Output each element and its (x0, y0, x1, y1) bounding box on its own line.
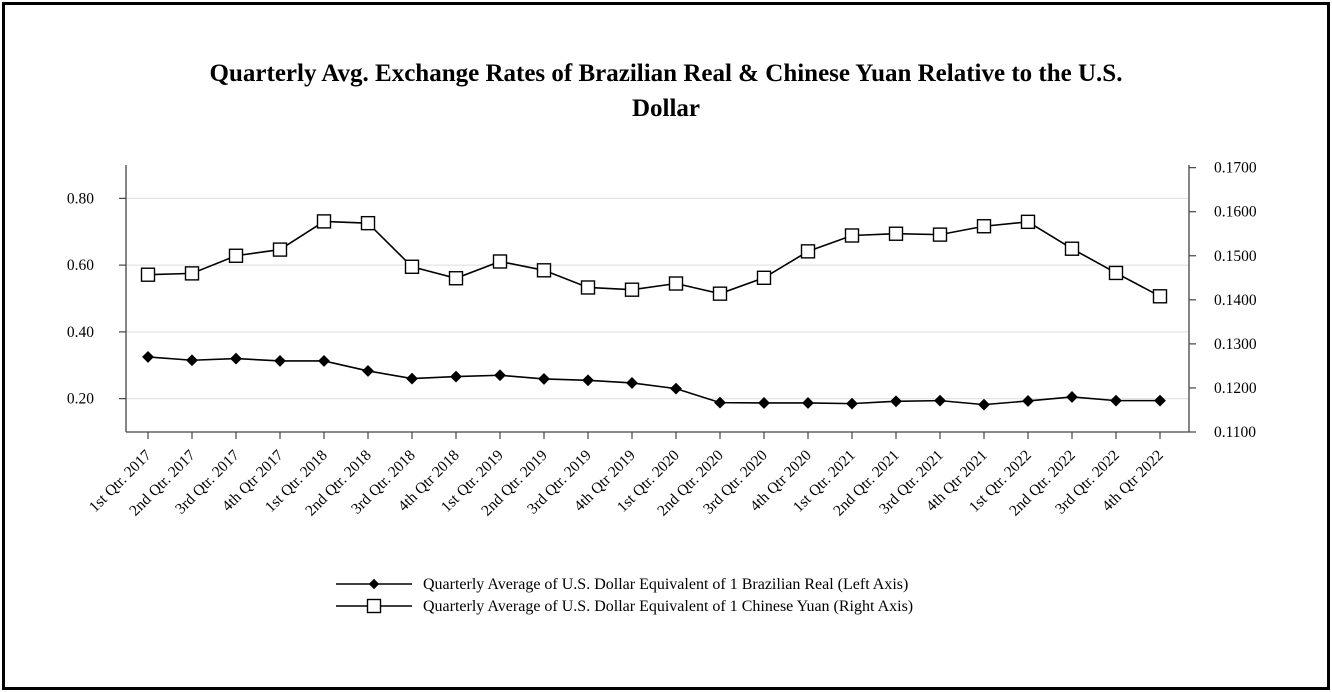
right-axis-tick-label: 0.1600 (1214, 204, 1257, 221)
chart-title-line-2: Dollar (631, 95, 701, 122)
chinese-yuan-line (147, 220, 1161, 298)
brazilian-real-line (147, 356, 1160, 406)
right-axis-tick-label: 0.1700 (1214, 160, 1257, 177)
brazilian-real-point (1110, 394, 1122, 407)
brazilian-real-point (450, 370, 462, 383)
brazilian-real-point (538, 373, 550, 385)
brazilian-real-point (230, 352, 242, 365)
brazilian-real-point (582, 374, 594, 387)
brazilian-real-point (758, 397, 770, 409)
chinese-yuan-point (448, 271, 464, 286)
chinese-yuan-point (756, 270, 772, 285)
brazilian-real-point (406, 372, 418, 385)
right-axis-tick-label: 0.1100 (1214, 424, 1256, 441)
chinese-yuan-point (360, 215, 376, 231)
chinese-yuan-point (404, 259, 420, 274)
right-axis-tick-label: 0.1400 (1214, 292, 1257, 309)
brazilian-real-point (714, 396, 726, 409)
brazilian-real-point (802, 397, 814, 409)
brazilian-real-point (274, 355, 286, 367)
chinese-yuan-point (1064, 241, 1080, 256)
brazilian-real-point (1022, 395, 1034, 407)
chinese-yuan-point (536, 263, 552, 278)
right-axis-tick-label: 0.1300 (1214, 336, 1257, 353)
legend-diamond-marker (368, 578, 380, 590)
legend-square-marker (366, 598, 382, 614)
brazilian-real-point (1066, 391, 1078, 403)
left-axis-tick-label: 0.60 (67, 257, 94, 274)
chinese-yuan-point (668, 276, 684, 291)
chinese-yuan-point (932, 227, 948, 242)
brazilian-real-point (1154, 394, 1166, 407)
brazilian-real-point (186, 354, 198, 367)
chinese-yuan-point (800, 244, 816, 259)
brazilian-real-point (846, 397, 858, 410)
chinese-yuan-point (316, 214, 332, 229)
chinese-yuan-point (580, 280, 596, 295)
legend-item-chinese-yuan: Quarterly Average of U.S. Dollar Equival… (336, 598, 913, 615)
brazilian-real-point (362, 365, 374, 377)
right-axis-tick-label: 0.1500 (1214, 248, 1257, 265)
chinese-yuan-point (1152, 289, 1168, 304)
chinese-yuan-point (712, 286, 728, 301)
brazilian-real-point (142, 350, 154, 363)
chart-title-line-1: Quarterly Avg. Exchange Rates of Brazili… (209, 60, 1123, 87)
chinese-yuan-point (624, 282, 640, 297)
chinese-yuan-point (272, 242, 288, 257)
left-axis-tick-label: 0.40 (67, 324, 94, 341)
chart-title: Quarterly Avg. Exchange Rates of Brazili… (0, 56, 1332, 126)
legend-label: Quarterly Average of U.S. Dollar Equival… (423, 576, 908, 593)
brazilian-real-point (494, 369, 506, 382)
legend-item-brazilian-real: Quarterly Average of U.S. Dollar Equival… (336, 576, 908, 593)
chinese-yuan-point (140, 267, 156, 282)
chinese-yuan-point (184, 266, 200, 281)
chinese-yuan-point (976, 219, 992, 234)
brazilian-real-point (890, 395, 902, 408)
brazilian-real-point (670, 382, 682, 395)
chinese-yuan-point (492, 254, 508, 269)
chinese-yuan-point (1020, 214, 1036, 230)
brazilian-real-point (626, 377, 638, 389)
left-axis-tick-label: 0.20 (67, 391, 94, 408)
brazilian-real-point (978, 398, 990, 411)
brazilian-real-point (318, 355, 330, 367)
chinese-yuan-point (1108, 265, 1124, 281)
brazilian-real-point (934, 394, 946, 407)
chinese-yuan-point (888, 226, 904, 241)
right-axis-tick-label: 0.1200 (1214, 380, 1257, 397)
left-axis-tick-label: 0.80 (67, 190, 94, 207)
chinese-yuan-point (844, 228, 860, 243)
chinese-yuan-point (228, 248, 244, 263)
legend-label: Quarterly Average of U.S. Dollar Equival… (423, 598, 913, 615)
